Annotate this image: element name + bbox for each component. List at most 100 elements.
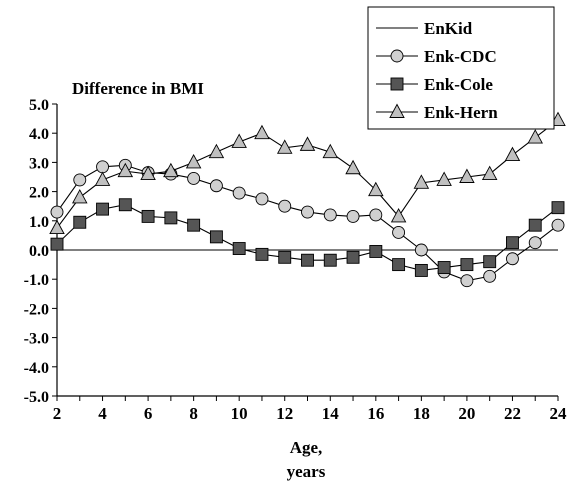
data-point [323,253,337,267]
x-tick-label: 20 [458,404,475,423]
data-point [118,198,132,212]
data-point [96,202,109,216]
y-tick-label: 1.0 [29,214,49,231]
data-point [72,188,88,204]
y-tick-label: -4.0 [24,360,49,377]
x-tick-label: 8 [189,404,198,423]
data-point [483,269,497,283]
y-tick-label: 4.0 [29,126,49,143]
legend-item: EnKid [376,19,473,38]
data-point [50,205,64,219]
data-point [413,174,430,189]
legend-marker [390,77,404,91]
y-tick-label: -3.0 [24,331,49,348]
x-tick-label: 4 [98,404,107,423]
x-tick-label: 10 [231,404,248,423]
data-point [208,143,225,159]
x-tick-label: 6 [144,404,153,423]
data-point [506,252,519,266]
data-point [460,258,474,272]
data-point [117,162,134,178]
data-point [414,263,428,277]
data-point [459,168,475,183]
y-tick-label: 0.0 [29,243,49,260]
y-tick-label: -5.0 [24,389,49,406]
data-point [278,250,292,264]
data-point [141,209,155,223]
data-point [414,243,428,257]
series-Enk-CDC [50,158,565,288]
data-point [323,208,337,222]
x-tick-label: 2 [53,404,62,423]
data-point [96,160,109,174]
data-point [187,218,201,232]
legend-label: Enk-Hern [424,103,498,122]
legend-label: Enk-Cole [424,75,493,94]
data-point [527,129,543,144]
data-point [49,219,65,235]
data-point [187,172,201,185]
data-point [301,253,314,267]
legend-item: Enk-Hern [376,103,498,122]
legend-item: Enk-CDC [376,47,497,66]
legend-label: EnKid [424,19,473,38]
data-point [73,215,87,229]
data-point [185,153,202,169]
data-point [255,192,269,206]
data-point [346,209,360,223]
axes: 5.04.03.02.01.00.0-1.0-2.0-3.0-4.0-5.02 4… [24,97,567,423]
data-point [551,201,565,215]
series-Enk-Cole [50,198,565,277]
x-tick-label: 12 [276,404,293,423]
legend-label: Enk-CDC [424,47,497,66]
chart-title: Difference in BMI [72,79,204,98]
data-point [232,186,246,200]
series-layer [49,111,566,288]
x-tick-label: 24 [550,404,568,423]
data-point [73,173,87,187]
x-axis-label: Age, [290,438,323,457]
data-point [322,143,339,159]
y-tick-label: 2.0 [29,185,49,202]
x-tick-label: 14 [322,404,340,423]
data-point [164,211,178,225]
y-tick-label: -2.0 [24,301,49,318]
data-point [390,207,407,223]
data-point [140,165,156,181]
data-point [504,146,521,162]
labels: Difference in BMI Age, years [72,79,326,481]
legend-marker [389,103,405,118]
series-Enk-Hern [49,111,566,235]
y-tick-label: 3.0 [29,155,49,172]
data-point [460,274,474,288]
data-point [368,181,384,197]
data-point [163,162,179,178]
data-point [232,242,246,255]
data-point [506,236,519,250]
data-point [276,139,293,154]
data-point [345,159,361,175]
x-tick-label: 16 [367,404,384,423]
data-point [209,179,223,193]
data-point [50,237,64,251]
data-point [528,218,542,232]
x-tick-label: 18 [413,404,430,423]
data-point [483,255,497,269]
data-point [528,236,542,250]
data-point [94,171,111,186]
legend-item: Enk-Cole [376,75,493,94]
y-tick-label: 5.0 [29,97,49,114]
data-point [392,226,406,239]
data-point [436,171,452,186]
data-point [369,208,383,222]
data-point [481,165,498,181]
data-point [255,247,269,261]
x-axis-label-line2: years [287,462,326,481]
data-point [254,124,270,140]
data-point [392,258,406,272]
data-point [299,136,316,151]
data-point [437,261,451,274]
data-point [231,133,247,148]
data-point [551,218,565,232]
